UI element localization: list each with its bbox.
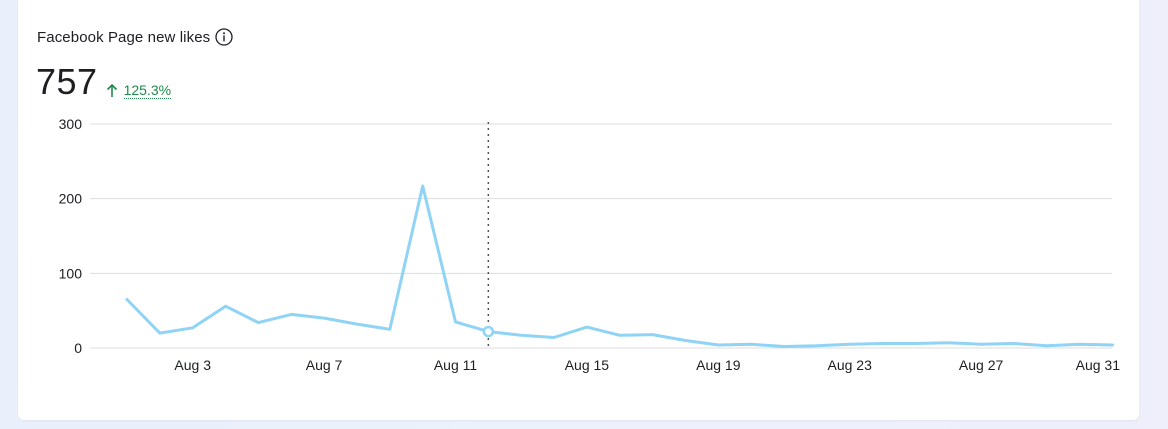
data-point[interactable] (222, 302, 230, 310)
data-point[interactable] (1076, 340, 1084, 348)
y-tick-label: 0 (74, 340, 82, 356)
x-axis-ticks: Aug 3 Aug 7 Aug 11 Aug 15 Aug 19 Aug 23 Aug 27… (174, 357, 1120, 373)
data-point[interactable] (846, 340, 854, 348)
x-tick-label: Aug 27 (959, 357, 1004, 373)
data-point[interactable] (583, 323, 591, 331)
data-point[interactable] (452, 318, 460, 326)
card-header: Facebook Page new likes (37, 28, 233, 46)
y-tick-label: 100 (59, 265, 83, 281)
data-point[interactable] (550, 334, 558, 342)
data-point[interactable] (813, 342, 821, 350)
x-tick-label: Aug 3 (174, 357, 211, 373)
data-point[interactable] (1010, 340, 1018, 348)
x-tick-label: Aug 15 (565, 357, 610, 373)
total-likes-value: 757 (36, 61, 98, 102)
grid-lines (90, 123, 1112, 349)
data-point[interactable] (320, 314, 328, 322)
metric-row: 757 125.3% (36, 61, 172, 102)
info-icon[interactable] (215, 28, 233, 46)
data-point[interactable] (287, 310, 295, 318)
series-line-group (125, 184, 1114, 348)
y-tick-label: 200 (59, 191, 83, 207)
chart-card: Facebook Page new likes 757 125.3% 0 100 2… (18, 0, 1139, 420)
data-point[interactable] (681, 337, 689, 345)
data-point[interactable] (649, 331, 657, 339)
x-tick-label: Aug 7 (306, 357, 343, 373)
data-point[interactable] (911, 340, 919, 348)
highlighted-point[interactable] (482, 325, 495, 338)
data-point[interactable] (353, 320, 361, 328)
data-point[interactable] (386, 325, 394, 333)
point-markers (123, 182, 1117, 351)
chart-title: Facebook Page new likes (37, 28, 211, 46)
data-point[interactable] (517, 331, 525, 339)
data-point[interactable] (977, 340, 985, 348)
data-point[interactable] (1109, 341, 1117, 349)
y-tick-label: 300 (59, 116, 83, 132)
data-point[interactable] (780, 343, 788, 351)
x-tick-label: Aug 11 (434, 357, 478, 373)
y-axis-ticks: 0 100 200 300 (59, 116, 83, 356)
data-point[interactable] (879, 340, 887, 348)
data-point[interactable] (944, 339, 952, 347)
data-point[interactable] (419, 182, 427, 190)
x-tick-label: Aug 23 (828, 357, 873, 373)
data-point[interactable] (616, 331, 624, 339)
data-point[interactable] (156, 329, 164, 337)
data-point[interactable] (747, 340, 755, 348)
delta-badge: 125.3% (106, 82, 172, 99)
data-point[interactable] (189, 324, 197, 332)
data-point[interactable] (254, 319, 262, 327)
data-point[interactable] (123, 295, 131, 303)
data-point[interactable] (714, 341, 722, 349)
x-tick-label: Aug 31 (1076, 357, 1121, 373)
data-point[interactable] (1043, 342, 1051, 350)
delta-percent[interactable]: 125.3% (123, 82, 172, 99)
series-line[interactable] (125, 184, 1114, 348)
arrow-up-icon (106, 83, 118, 98)
x-tick-label: Aug 19 (696, 357, 741, 373)
